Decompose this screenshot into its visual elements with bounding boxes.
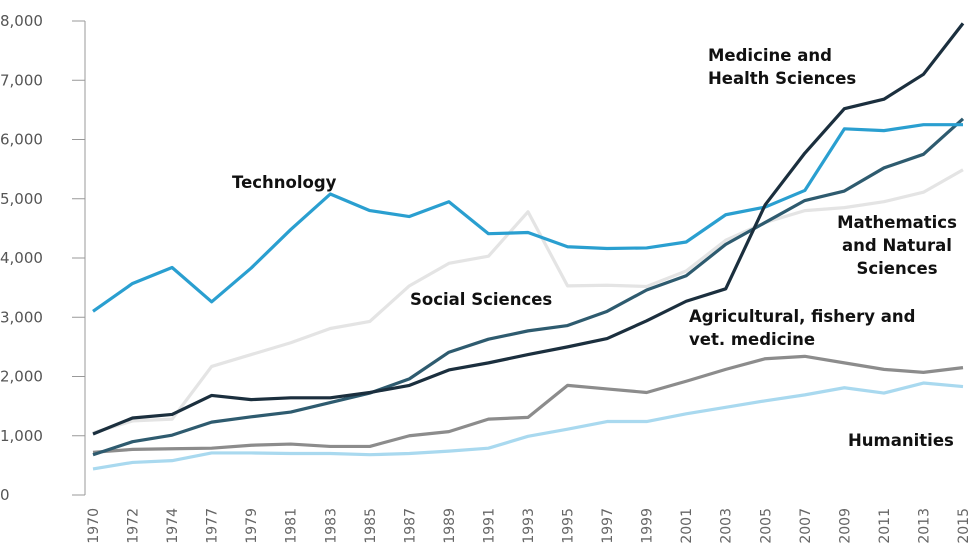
y-tick-label: 7,000 [0,71,43,89]
x-tick-label: 1974 [165,508,181,544]
y-tick-label: 6,000 [0,131,43,149]
x-tick-label: 1977 [205,508,221,544]
line-series [92,168,964,435]
x-tick-label: 1972 [126,508,142,544]
series-label: Humanities [848,431,954,450]
line-series [92,381,964,471]
x-tick-label: 2005 [758,508,774,544]
y-tick-label: 4,000 [0,249,43,267]
line-series [92,354,964,454]
x-tick-label: 1981 [284,508,300,544]
line-series [92,117,965,457]
x-tick-label: 2009 [837,508,853,544]
y-tick-label: 2,000 [0,368,43,386]
y-tick-label: 5,000 [0,190,43,208]
series-label: Mathematics and Natural Sciences [837,213,957,278]
x-tick-label: 2007 [798,508,814,544]
line-series [92,123,963,313]
x-tick-label: 1997 [600,508,616,544]
x-tick-label: 1987 [402,508,418,544]
series-label: Medicine and Health Sciences [708,46,857,88]
x-tick-label: 2015 [956,508,972,544]
series-label: Agricultural, fishery and vet. medicine [689,307,916,349]
x-tick-label: 1991 [481,508,497,544]
x-tick-label: 1989 [442,508,458,544]
y-tick-label: 3,000 [0,308,43,326]
x-tick-label: 2011 [877,508,893,544]
x-tick-label: 1985 [363,508,379,544]
x-tick-label: 1993 [521,508,537,544]
series-label: Social Sciences [410,290,553,309]
x-tick-label: 2013 [916,508,932,544]
x-tick-label: 1979 [244,508,260,544]
line-series [92,22,965,436]
y-tick-label: 8,000 [0,12,43,30]
y-tick-label: 1,000 [0,427,43,445]
y-tick-label: 0 [0,486,10,504]
x-tick-label: 1983 [323,508,339,544]
x-tick-label: 1999 [640,508,656,544]
x-tick-label: 1995 [561,508,577,544]
x-tick-label: 2001 [679,508,695,544]
series-label: Technology [232,173,337,192]
x-tick-label: 2003 [719,508,735,544]
x-tick-label: 1970 [86,508,102,544]
